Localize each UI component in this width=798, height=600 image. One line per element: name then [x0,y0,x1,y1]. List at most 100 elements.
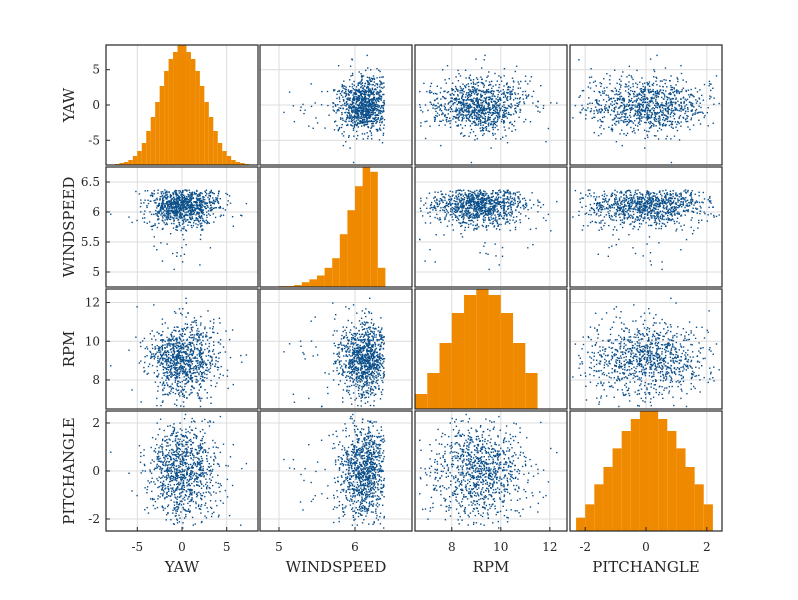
scatter-point [618,113,620,116]
scatter-point [484,191,486,193]
scatter-point [470,106,473,108]
scatter-point [469,192,471,195]
scatter-point [360,115,363,117]
scatter-point [353,89,356,91]
scatter-point [505,115,507,118]
scatter-point [618,122,620,124]
scatter-point [160,202,163,205]
scatter-point [191,204,194,207]
scatter-point [494,123,497,126]
scatter-point [216,199,219,202]
scatter-point [596,101,598,103]
scatter-point [605,107,608,109]
scatter-point [213,221,215,223]
scatter-point [458,198,460,200]
scatter-point [481,207,483,209]
scatter-point [598,90,600,93]
scatter-point [623,107,625,110]
scatter-point [522,90,524,93]
scatter-point [670,86,672,89]
scatter-point [160,212,163,214]
scatter-point [490,92,493,95]
scatter-point [195,202,198,204]
scatter-point [664,67,667,69]
scatter-point [477,118,479,120]
scatter-point [641,91,643,93]
scatter-point [623,98,625,100]
scatter-point [637,109,639,111]
scatter-point [438,200,440,202]
scatter-point [459,113,461,115]
scatter-point [462,101,465,103]
scatter-point [350,114,353,116]
scatter-point [633,115,635,117]
scatter-point [503,91,505,93]
scatter-point [601,121,604,123]
scatter-point [477,213,479,215]
scatter-point [456,216,458,218]
scatter-point [435,114,437,117]
scatter-point [189,217,191,219]
scatter-point [652,82,655,85]
scatter-point [378,97,381,99]
scatter-point [483,109,486,111]
scatter-point [380,115,383,118]
scatter-point [175,210,177,212]
scatter-point [642,104,644,106]
scatter-point [690,88,692,91]
scatter-point [519,101,521,103]
scatter-point [173,206,175,208]
scatter-point [503,93,505,95]
scatter-point [478,193,481,195]
scatter-point [174,209,176,211]
histogram-bar [317,275,325,287]
scatter-point [461,113,463,115]
scatter-point [514,228,517,231]
scatter-point [480,95,482,97]
scatter-point [202,205,204,207]
scatter-point [656,111,659,114]
scatter-point [372,108,374,111]
scatter-point [480,206,482,209]
scatter-point [471,116,473,118]
scatter-point [483,133,485,135]
scatter-point [633,100,636,102]
scatter-point [655,92,657,95]
scatter-point [476,224,478,227]
scatter-point [480,108,482,110]
scatter-point [532,90,535,92]
scatter-point [611,119,614,121]
scatter-point [496,117,499,119]
scatter-point [503,114,506,116]
scatter-point [655,120,657,123]
scatter-point [503,217,505,219]
scatter-point [186,203,188,206]
scatter-point [159,199,161,201]
scatter-point [648,81,651,83]
scatter-point [369,93,371,96]
scatter-point [299,109,302,112]
scatter-point [637,122,640,124]
scatter-point [365,69,367,72]
scatter-point [649,121,652,123]
scatter-point [219,215,222,218]
scatter-point [637,110,639,112]
scatter-point [470,161,473,164]
scatter-point [702,99,704,101]
scatter-point [472,81,474,83]
scatter-point [174,207,176,209]
scatter-point [180,200,182,203]
scatter-point [483,206,485,209]
scatter-point [180,216,183,218]
scatter-point [356,118,358,120]
scatter-point [647,109,649,111]
scatter-point [630,109,632,111]
scatter-point [644,89,647,91]
scatter-point [492,109,495,111]
scatter-point [694,87,697,89]
scatter-point [498,91,500,93]
scatter-point [598,100,600,102]
scatter-point [476,138,478,140]
scatter-point [476,117,478,119]
scatter-point [347,112,350,114]
